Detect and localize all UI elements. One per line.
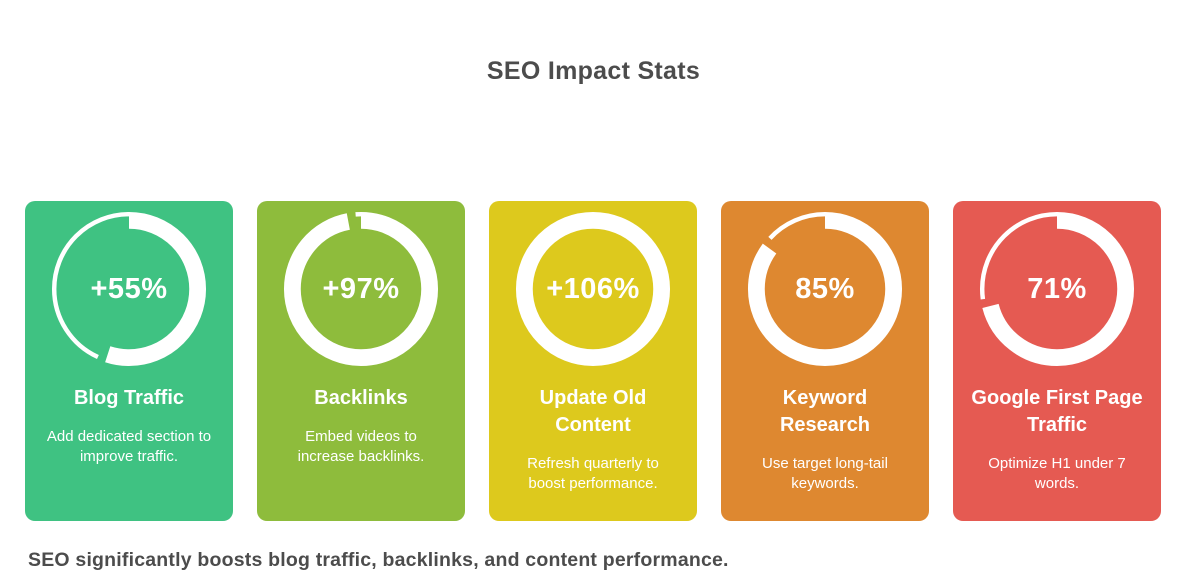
gauge-value: 71% — [1027, 272, 1087, 305]
card-title: Update Old Content — [539, 387, 647, 436]
card-description: Use target long-tail keywords. — [762, 455, 888, 493]
stat-card-keyword-research: 85% Keyword Research Use target long-tai… — [721, 201, 929, 521]
card-description: Optimize H1 under 7 words. — [988, 455, 1126, 493]
gauge-wrap: +106% — [514, 210, 672, 368]
donut-gauge — [283, 211, 439, 367]
card-title: Keyword Research — [779, 387, 871, 436]
summary-text: SEO significantly boosts blog traffic, b… — [28, 549, 729, 571]
donut-gauge — [747, 211, 903, 367]
card-description: Refresh quarterly to boost performance. — [527, 455, 659, 493]
card-title: Google First Page Traffic — [971, 387, 1143, 436]
gauge-wrap: 85% — [746, 210, 904, 368]
card-title: Backlinks — [314, 387, 408, 409]
card-title: Blog Traffic — [73, 387, 184, 409]
card-description: Embed videos to increase backlinks. — [297, 428, 425, 466]
gauge-value: 85% — [795, 272, 855, 305]
gauge-value: +55% — [90, 272, 168, 305]
stats-row: +55% Blog Traffic Add dedicated section … — [25, 201, 1161, 521]
gauge-wrap: +55% — [50, 210, 208, 368]
donut-gauge — [515, 211, 671, 367]
gauge-value: +97% — [322, 272, 400, 305]
stat-card-backlinks: +97% Backlinks Embed videos to increase … — [257, 201, 465, 521]
card-description: Add dedicated section to improve traffic… — [46, 428, 212, 466]
stat-card-google-first-page-traffic: 71% Google First Page Traffic Optimize H… — [953, 201, 1161, 521]
donut-gauge — [979, 211, 1135, 367]
gauge-wrap: 71% — [978, 210, 1136, 368]
stat-card-blog-traffic: +55% Blog Traffic Add dedicated section … — [25, 201, 233, 521]
page-title: SEO Impact Stats — [486, 57, 701, 85]
gauge-wrap: +97% — [282, 210, 440, 368]
stat-card-update-old-content: +106% Update Old Content Refresh quarter… — [489, 201, 697, 521]
donut-gauge — [51, 211, 207, 367]
gauge-value: +106% — [546, 272, 640, 305]
